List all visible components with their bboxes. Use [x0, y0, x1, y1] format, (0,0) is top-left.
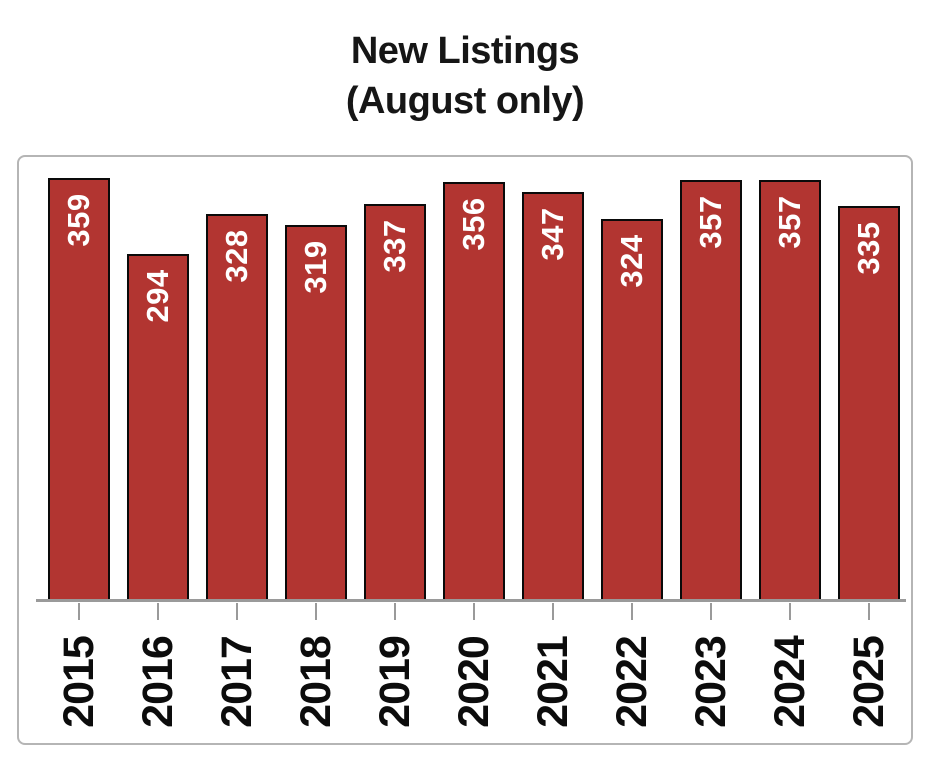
axis-tick [394, 603, 396, 620]
axis-tick [710, 603, 712, 620]
bar-2022 [601, 219, 663, 599]
bar-2020 [443, 182, 505, 599]
plot-area: 359 294 328 319 337 356 347 324 357 357 335 [19, 157, 911, 599]
bar-2023 [680, 180, 742, 599]
axis-tick [631, 603, 633, 620]
bar-2015 [48, 178, 110, 599]
bar-2018 [285, 225, 347, 599]
axis-tick [315, 603, 317, 620]
axis-tick [868, 603, 870, 620]
bar-2024 [759, 180, 821, 599]
chart-title-line1: New Listings [350, 30, 580, 72]
axis-tick [552, 603, 554, 620]
bar-2025 [838, 206, 900, 599]
bar-2017 [206, 214, 268, 599]
axis-tick [789, 603, 791, 620]
axis-tick [78, 603, 80, 620]
x-axis-line [36, 599, 906, 602]
bar-2021 [522, 192, 584, 599]
bar-2016 [127, 254, 189, 599]
chart-container: 359 294 328 319 337 356 347 324 357 357 335 2015 20… [17, 155, 913, 745]
axis-tick [157, 603, 159, 620]
bar-2019 [364, 204, 426, 599]
chart-title: New Listings (August only) [0, 26, 930, 126]
x-tick-label-2025: 2025 [844, 636, 893, 728]
axis-tick [236, 603, 238, 620]
axis-tick [473, 603, 475, 620]
chart-title-line2: (August only) [345, 80, 585, 123]
